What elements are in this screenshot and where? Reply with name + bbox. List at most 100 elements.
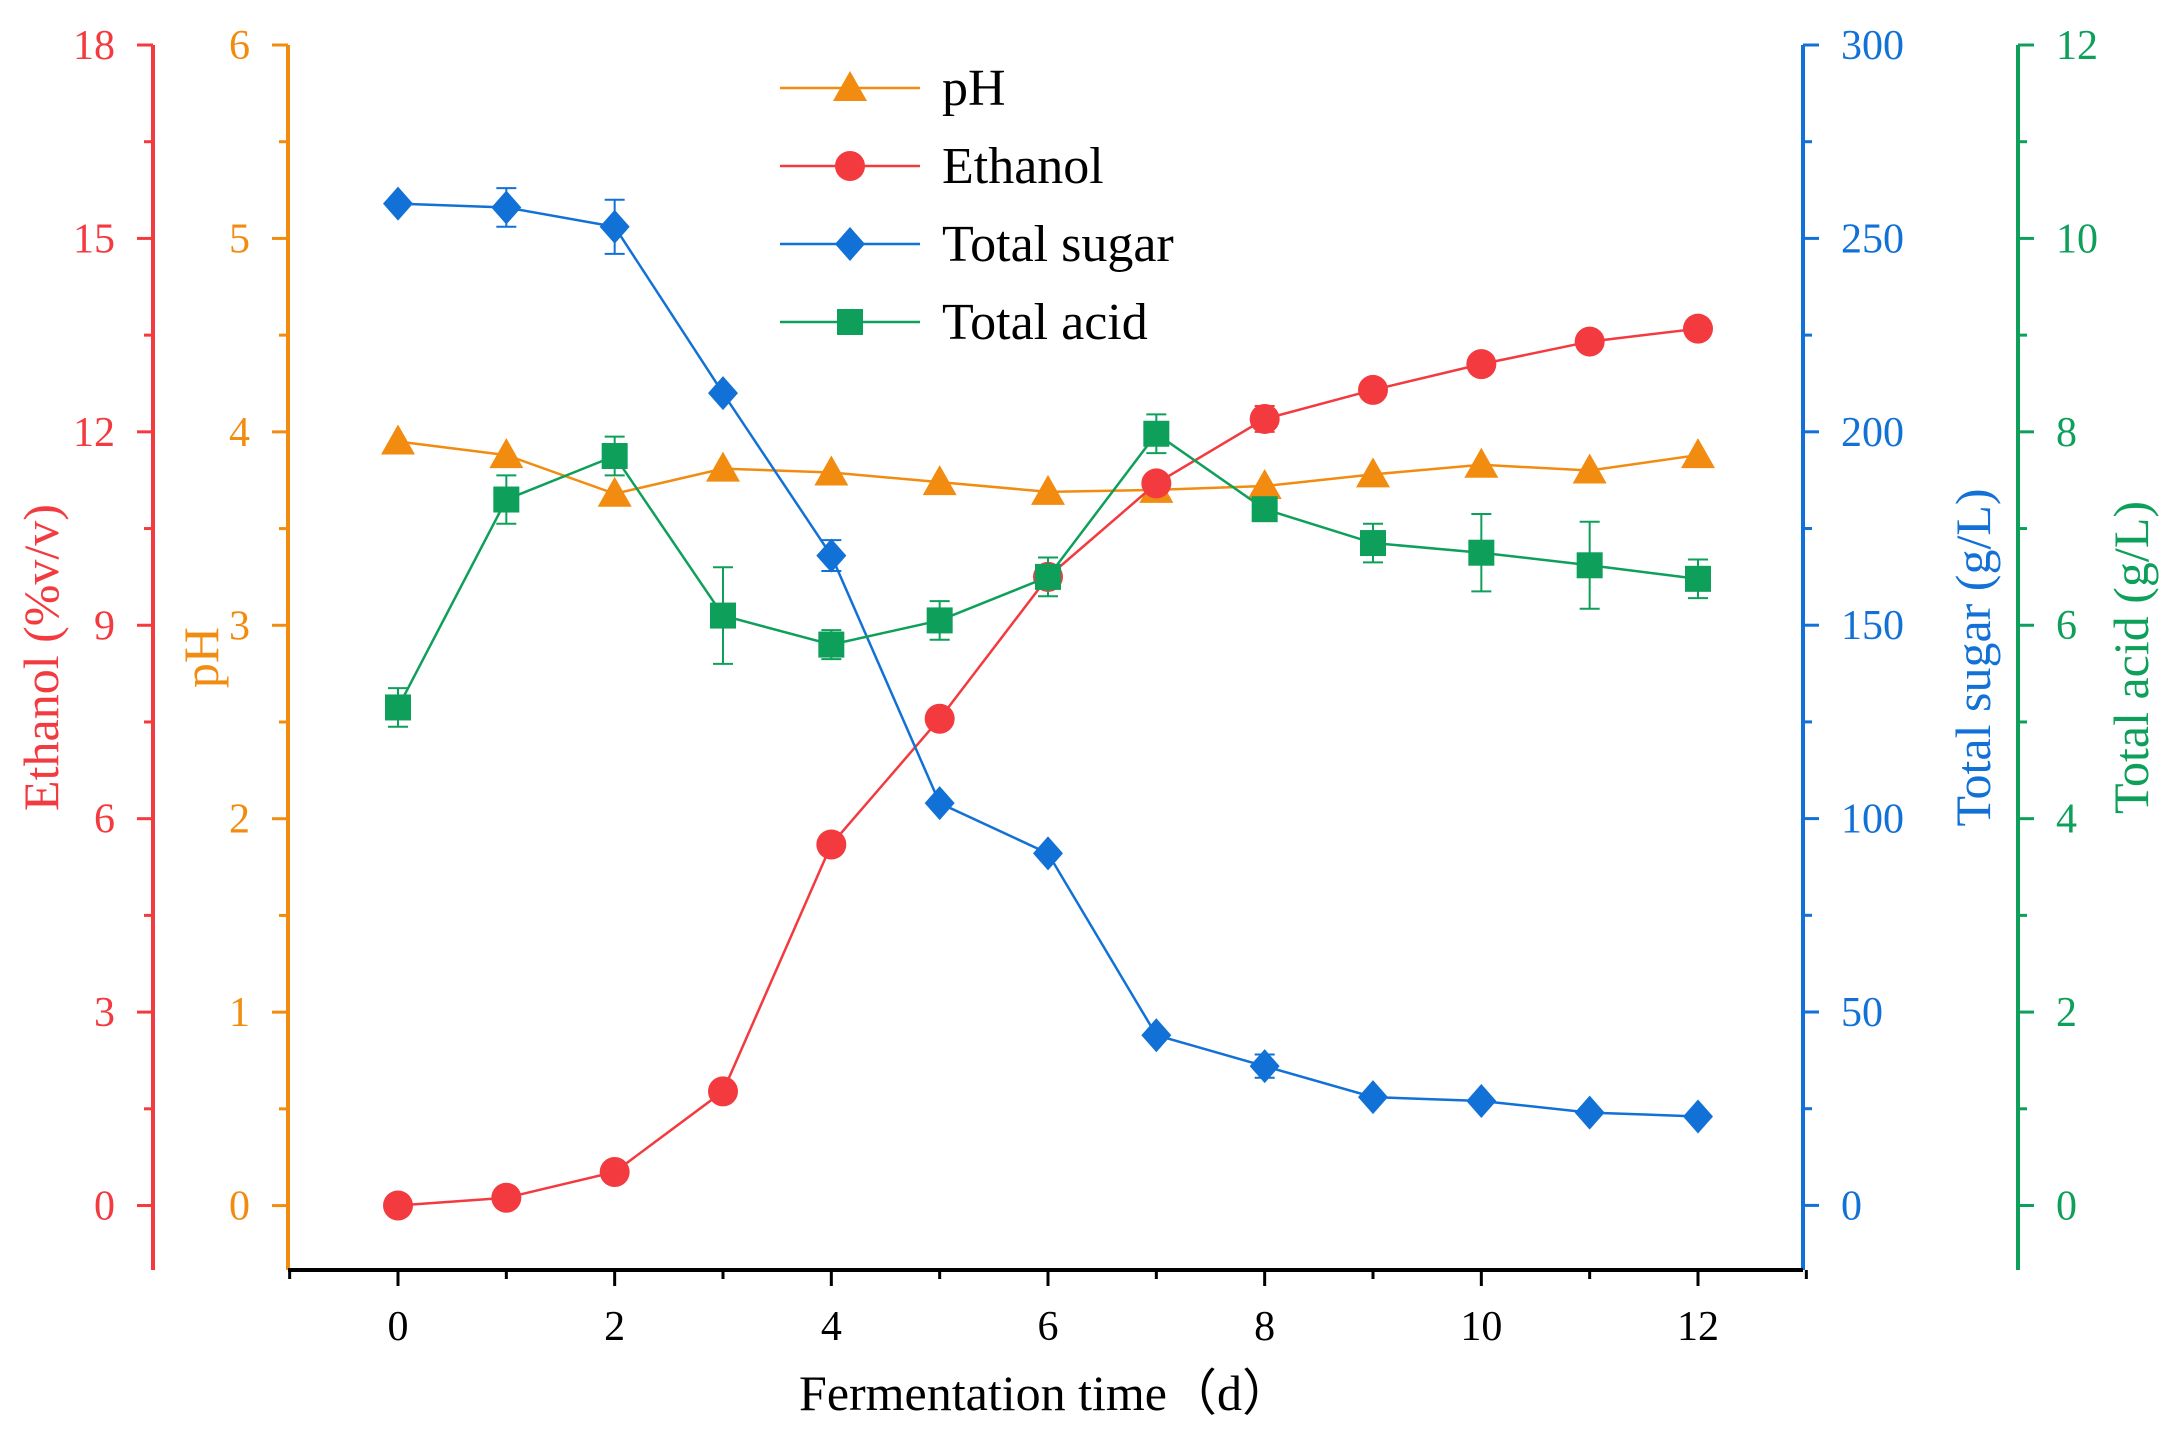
- legend-label-ph: pH: [942, 60, 1006, 117]
- data-point-ph: [489, 438, 524, 469]
- data-point-ethanol: [816, 829, 847, 860]
- tick-label-sugar: 300: [1841, 23, 1904, 69]
- tick-label-sugar: 50: [1841, 990, 1883, 1036]
- tick-label-ph: 4: [229, 410, 250, 456]
- legend-item-acid: Total acid: [780, 294, 1148, 351]
- tick-label-acid: 0: [2056, 1183, 2077, 1229]
- data-point-ph: [706, 451, 740, 482]
- data-point-ethanol: [1358, 374, 1388, 405]
- data-point-sugar: [924, 786, 955, 821]
- data-point-acid: [818, 631, 845, 658]
- tick-label-ethanol: 6: [94, 797, 115, 843]
- tick-label-sugar: 150: [1841, 603, 1904, 649]
- x-tick-label: 0: [388, 1304, 409, 1350]
- data-point-ethanol: [491, 1182, 522, 1213]
- axis-title-ethanol: Ethanol (%v/v): [13, 504, 69, 811]
- data-point-ethanol: [1574, 326, 1605, 357]
- legend-label-ethanol: Ethanol: [942, 138, 1104, 195]
- data-point-sugar: [1466, 1083, 1497, 1118]
- data-point-ph: [1572, 453, 1607, 484]
- data-layer: [381, 186, 1715, 1221]
- legend: pH Ethanol Total sugar Total acid: [780, 60, 1174, 351]
- data-point-ph: [381, 424, 415, 455]
- data-point-acid: [1251, 496, 1278, 523]
- data-point-ethanol: [383, 1190, 413, 1221]
- data-point-sugar: [491, 190, 522, 225]
- tick-label-ethanol: 18: [73, 23, 115, 69]
- data-point-ph: [1031, 474, 1065, 505]
- data-point-acid: [385, 694, 411, 721]
- x-tick-label: 2: [604, 1304, 625, 1350]
- data-point-acid: [1035, 563, 1061, 590]
- data-point-ph: [597, 476, 632, 507]
- data-point-ph: [1247, 469, 1282, 500]
- data-point-ethanol: [1141, 468, 1172, 499]
- axis-title-sugar: Total sugar (g/L): [1945, 488, 2001, 826]
- series-line-ethanol: [397, 327, 1699, 1207]
- tick-label-sugar: 200: [1841, 410, 1904, 456]
- data-point-acid: [493, 486, 520, 513]
- legend-marker-sugar: [835, 227, 865, 261]
- x-axis: 0 2 4 6 8 10 12 Fermentation time（d）: [288, 1268, 1808, 1421]
- data-point-sugar: [599, 209, 630, 244]
- tick-label-acid: 8: [2056, 410, 2077, 456]
- data-point-acid: [1468, 539, 1495, 566]
- tick-label-ph: 6: [229, 23, 250, 69]
- data-point-ph: [922, 465, 957, 496]
- data-point-sugar: [816, 538, 847, 573]
- tick-label-acid: 12: [2056, 23, 2098, 69]
- x-tick-label: 12: [1677, 1304, 1719, 1350]
- tick-label-acid: 2: [2056, 990, 2077, 1036]
- data-point-acid: [601, 443, 628, 470]
- series-ph: [381, 424, 1715, 507]
- data-point-ph: [1356, 457, 1390, 488]
- x-axis-title: Fermentation time（d）: [799, 1365, 1292, 1421]
- tick-label-acid: 6: [2056, 603, 2077, 649]
- data-point-ph: [814, 455, 849, 486]
- tick-label-acid: 10: [2056, 216, 2098, 262]
- data-point-ethanol: [1683, 313, 1713, 344]
- series-acid: [385, 413, 1711, 728]
- tick-label-ph: 2: [229, 797, 250, 843]
- data-point-sugar: [1141, 1018, 1172, 1053]
- data-point-ethanol: [1249, 403, 1280, 434]
- data-point-ethanol: [1466, 349, 1497, 380]
- axis-title-ph: pH: [173, 627, 229, 688]
- tick-label-ethanol: 0: [94, 1184, 115, 1230]
- legend-marker-ph: [833, 71, 867, 101]
- data-point-acid: [1576, 552, 1603, 579]
- tick-label-ethanol: 12: [73, 410, 115, 456]
- legend-item-ph: pH: [780, 60, 1006, 117]
- tick-label-ph: 0: [229, 1184, 250, 1230]
- axis-acid: 0 2 4 6 8 10 12 Total acid (g/L): [2016, 23, 2159, 1270]
- data-point-sugar: [1249, 1049, 1280, 1084]
- tick-label-ph: 1: [229, 990, 250, 1036]
- series-sugar: [383, 186, 1713, 1134]
- axis-ethanol: 0 3 6 9 12 15 18 Ethanol (%v/v): [13, 23, 155, 1270]
- x-tick-label: 10: [1460, 1304, 1502, 1350]
- data-point-ethanol: [924, 703, 955, 734]
- tick-label-sugar: 0: [1841, 1183, 1862, 1229]
- legend-item-ethanol: Ethanol: [780, 138, 1104, 195]
- legend-marker-ethanol: [835, 151, 865, 181]
- data-point-ph: [1464, 447, 1499, 478]
- x-tick-label: 6: [1038, 1304, 1059, 1350]
- tick-label-ethanol: 15: [73, 216, 115, 262]
- data-point-acid: [710, 602, 736, 629]
- x-tick-label: 8: [1254, 1304, 1275, 1350]
- tick-label-ph: 5: [229, 216, 250, 262]
- tick-label-ethanol: 3: [94, 990, 115, 1036]
- tick-label-sugar: 250: [1841, 216, 1904, 262]
- legend-label-sugar: Total sugar: [942, 216, 1174, 273]
- data-point-acid: [1360, 530, 1386, 557]
- legend-marker-acid: [837, 309, 863, 335]
- legend-label-acid: Total acid: [942, 294, 1148, 351]
- data-point-sugar: [1683, 1099, 1713, 1134]
- tick-label-ph: 3: [229, 603, 250, 649]
- axis-sugar: 0 50 100 150 200 250 300 Total sugar (g/L): [1801, 23, 2001, 1270]
- tick-label-ethanol: 9: [94, 603, 115, 649]
- x-tick-label: 4: [821, 1304, 842, 1350]
- tick-label-acid: 4: [2056, 797, 2077, 843]
